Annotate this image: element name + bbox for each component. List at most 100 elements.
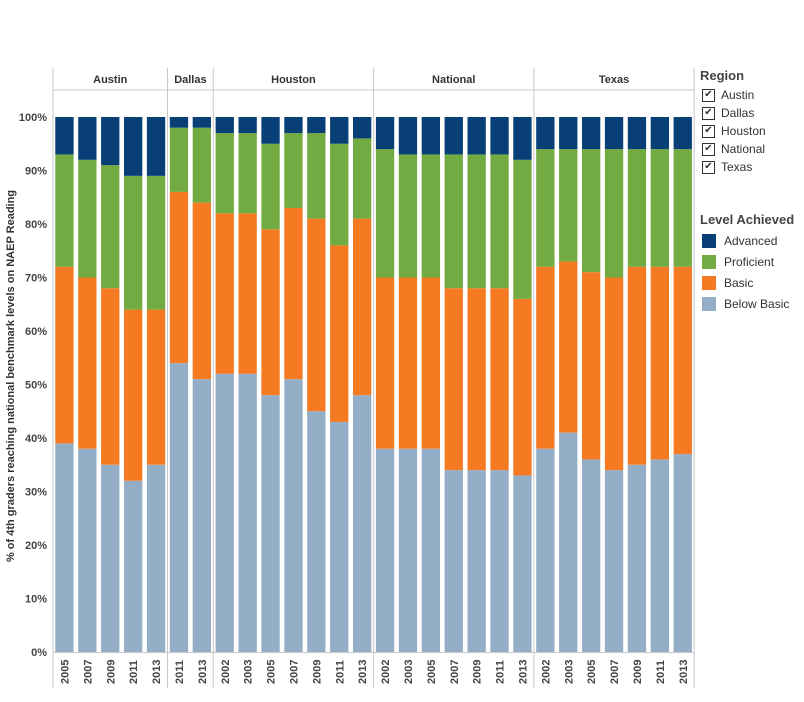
level-legend-item[interactable]: Advanced	[702, 230, 794, 251]
bar-texas-2009-below-basic	[627, 464, 647, 652]
y-tick-label: 60%	[25, 326, 47, 338]
checkbox-checked-icon[interactable]: ✔	[702, 124, 715, 138]
bar-texas-2003-below-basic	[559, 432, 578, 652]
region-filter-austin[interactable]: ✔ Austin	[702, 86, 766, 104]
panel-header-texas: Texas	[599, 74, 629, 86]
region-filter-label: National	[721, 142, 766, 156]
bar-national-2005-advanced	[421, 117, 441, 155]
checkbox-checked-icon[interactable]: ✔	[702, 106, 715, 120]
bar-dallas-2011-advanced	[169, 117, 189, 128]
bar-dallas-2011-basic	[169, 191, 189, 364]
bar-houston-2007-below-basic	[284, 379, 303, 652]
bar-houston-2013-proficient	[352, 138, 372, 219]
bar-texas-2011-proficient	[650, 149, 670, 267]
bar-national-2002-basic	[375, 277, 395, 449]
bar-national-2011-below-basic	[490, 470, 509, 652]
x-tick-label: 2002	[220, 660, 232, 684]
level-legend-title: Level Achieved	[700, 212, 795, 227]
bar-austin-2009-advanced	[101, 117, 120, 166]
x-tick-label: 2011	[174, 660, 186, 684]
bar-national-2013-advanced	[513, 117, 532, 160]
x-tick-label: 2005	[586, 660, 598, 684]
x-tick-label: 2013	[678, 660, 690, 684]
bar-texas-2007-proficient	[604, 149, 624, 278]
bar-austin-2007-proficient	[78, 159, 97, 278]
x-tick-label: 2009	[472, 660, 484, 684]
x-tick-label: 2005	[59, 660, 71, 684]
x-tick-label: 2007	[609, 660, 621, 684]
bar-austin-2013-proficient	[146, 175, 166, 310]
bar-austin-2005-advanced	[55, 117, 74, 155]
region-filter-label: Dallas	[721, 106, 755, 120]
x-tick-label: 2003	[243, 660, 255, 684]
bar-national-2009-below-basic	[467, 470, 486, 652]
x-tick-label: 2013	[197, 660, 209, 684]
y-tick-label: 70%	[25, 273, 47, 285]
bar-dallas-2013-proficient	[192, 127, 212, 203]
y-axis-title-text: % of 4th graders reaching national bench…	[5, 189, 17, 563]
region-filter-national[interactable]: ✔ National	[702, 140, 766, 158]
region-filter-texas[interactable]: ✔ Texas	[702, 158, 766, 176]
x-tick-label: 2011	[128, 660, 140, 684]
bar-texas-2005-basic	[581, 272, 601, 460]
x-tick-label: 2011	[655, 660, 667, 684]
bar-national-2005-basic	[421, 277, 441, 449]
region-legend: Region ✔ Austin ✔ Dallas ✔ Houston ✔ National ✔ T…	[700, 68, 766, 176]
y-tick-label: 30%	[25, 487, 47, 499]
bar-national-2003-basic	[398, 277, 418, 449]
x-tick-label: 2009	[632, 660, 644, 684]
bar-houston-2011-proficient	[330, 143, 349, 246]
level-legend-label: Below Basic	[724, 296, 790, 311]
bar-austin-2007-advanced	[78, 117, 97, 160]
level-legend-item[interactable]: Proficient	[702, 251, 794, 272]
bar-houston-2009-proficient	[307, 133, 326, 219]
bar-texas-2013-proficient	[673, 149, 692, 267]
bar-texas-2007-advanced	[604, 117, 624, 150]
legend-swatch	[702, 233, 716, 248]
bar-austin-2007-basic	[78, 277, 97, 449]
bar-texas-2007-basic	[604, 277, 624, 471]
bar-houston-2003-basic	[238, 213, 257, 374]
y-tick-label: 90%	[25, 166, 47, 178]
x-tick-label: 2003	[563, 660, 575, 684]
bar-houston-2013-advanced	[352, 117, 372, 139]
bar-austin-2011-advanced	[123, 117, 143, 176]
stacked-bar-chart: Austin 2005 2007 2009 2011 2013 Dallas 2011 2013…	[19, 68, 695, 688]
bar-texas-2013-advanced	[673, 117, 692, 150]
bar-austin-2011-basic	[123, 309, 143, 481]
checkbox-checked-icon[interactable]: ✔	[702, 142, 715, 156]
legend-swatch	[702, 254, 716, 269]
bar-texas-2002-proficient	[536, 149, 555, 267]
bar-national-2013-basic	[513, 298, 532, 476]
y-tick-label: 0%	[31, 647, 47, 659]
bar-houston-2011-basic	[330, 245, 349, 422]
checkbox-checked-icon[interactable]: ✔	[702, 88, 715, 102]
region-filter-dallas[interactable]: ✔ Dallas	[702, 104, 766, 122]
bar-national-2002-advanced	[375, 117, 395, 150]
bar-texas-2002-advanced	[536, 117, 555, 150]
level-legend-item[interactable]: Below Basic	[702, 293, 794, 314]
bar-national-2009-advanced	[467, 117, 486, 155]
bar-austin-2013-advanced	[146, 117, 166, 176]
bar-national-2009-basic	[467, 288, 486, 471]
checkbox-checked-icon[interactable]: ✔	[702, 160, 715, 174]
bar-austin-2009-proficient	[101, 165, 120, 289]
level-legend-label: Basic	[724, 275, 754, 290]
y-tick-label: 40%	[25, 433, 47, 445]
bar-texas-2011-below-basic	[650, 459, 670, 652]
bar-texas-2002-below-basic	[536, 448, 555, 652]
bar-texas-2009-proficient	[627, 149, 647, 267]
bar-texas-2003-proficient	[559, 149, 578, 262]
level-legend-item[interactable]: Basic	[702, 272, 794, 293]
bar-austin-2007-below-basic	[78, 448, 97, 652]
bar-national-2007-basic	[444, 288, 463, 471]
bar-national-2013-below-basic	[513, 475, 532, 652]
x-tick-label: 2011	[495, 660, 507, 684]
bar-austin-2005-proficient	[55, 154, 74, 267]
bar-national-2002-below-basic	[375, 448, 395, 652]
x-tick-label: 2009	[105, 660, 117, 684]
bar-national-2005-below-basic	[421, 448, 441, 652]
y-tick-label: 10%	[25, 594, 47, 606]
bar-national-2003-proficient	[398, 154, 418, 278]
region-filter-houston[interactable]: ✔ Houston	[702, 122, 766, 140]
